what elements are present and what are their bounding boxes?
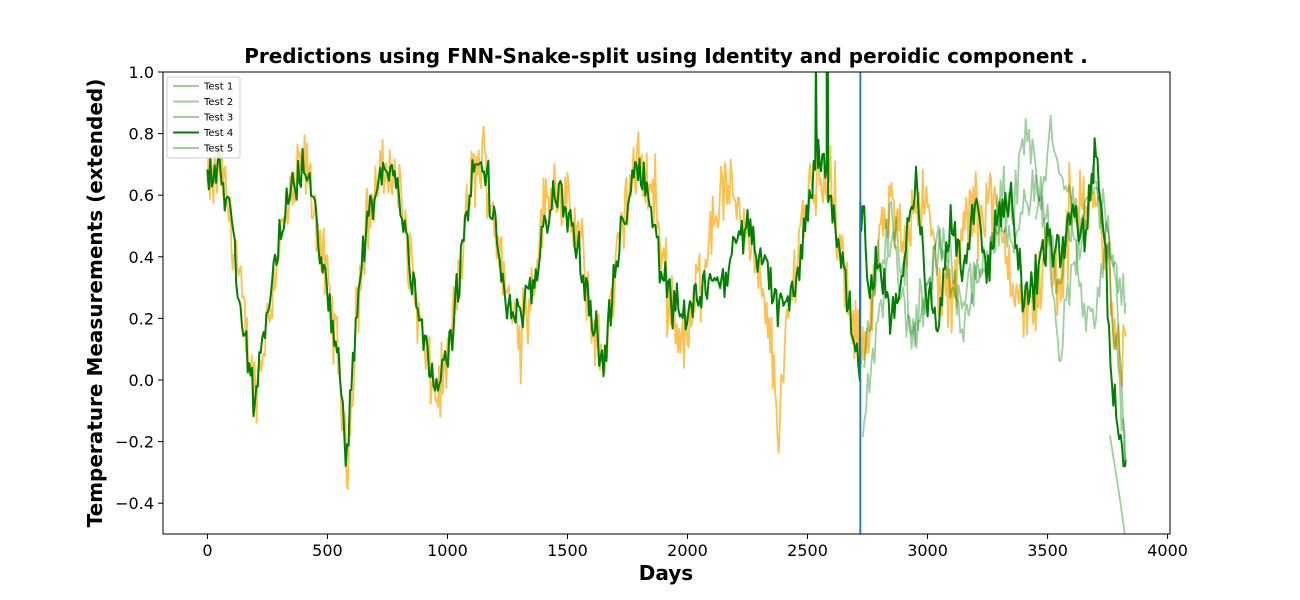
x-tick-label: 3000 [907,541,948,560]
series-line-test-1 [1034,114,1127,467]
plot-area-frame [162,71,1171,535]
y-tick-label: 0.2 [129,309,154,328]
legend: Test 1 Test 2 Test 3 Test 4 Test 5 [166,76,241,159]
x-tick-label: 500 [312,541,343,560]
y-tick-label: 0.8 [129,125,154,144]
x-tick-label: 2500 [787,541,828,560]
y-tick-label: 0.4 [129,248,154,267]
series-line-test-4 [206,72,1127,468]
y-tick-label: 0.6 [129,186,154,205]
series-line-test-2 [862,117,1127,368]
y-axis-title: Temperature Measurements (extended) [83,79,107,528]
legend-label: Test 3 [203,113,233,124]
legend-label: Test 5 [203,144,233,155]
chart-title: Predictions using FNN-Snake-split using … [244,44,1088,68]
y-tick-label: 0.0 [129,371,154,390]
x-tick-label: 2000 [667,541,708,560]
legend-label: Test 4 [203,128,233,139]
x-tick-label: 3500 [1027,541,1068,560]
y-tick-label: −0.2 [115,433,154,452]
x-tick-label: 1000 [427,541,468,560]
x-tick-label: 1500 [547,541,588,560]
y-tick-label: 1.0 [129,63,154,82]
series-layer [206,72,1127,534]
legend-box [166,76,241,159]
x-tick-label: 0 [202,541,212,560]
y-tick-label: −0.4 [115,494,154,513]
x-axis-title: Days [639,561,693,585]
x-tick-label: 4000 [1147,541,1188,560]
legend-label: Test 2 [203,97,233,108]
series-line-test-5 [1109,435,1126,534]
legend-label: Test 1 [203,82,233,93]
y-axis: −0.4 −0.2 0.0 0.2 0.4 0.6 0.8 1.0 [115,63,163,513]
x-axis: 0 500 1000 1500 2000 2500 3000 3500 4000 [202,534,1188,560]
